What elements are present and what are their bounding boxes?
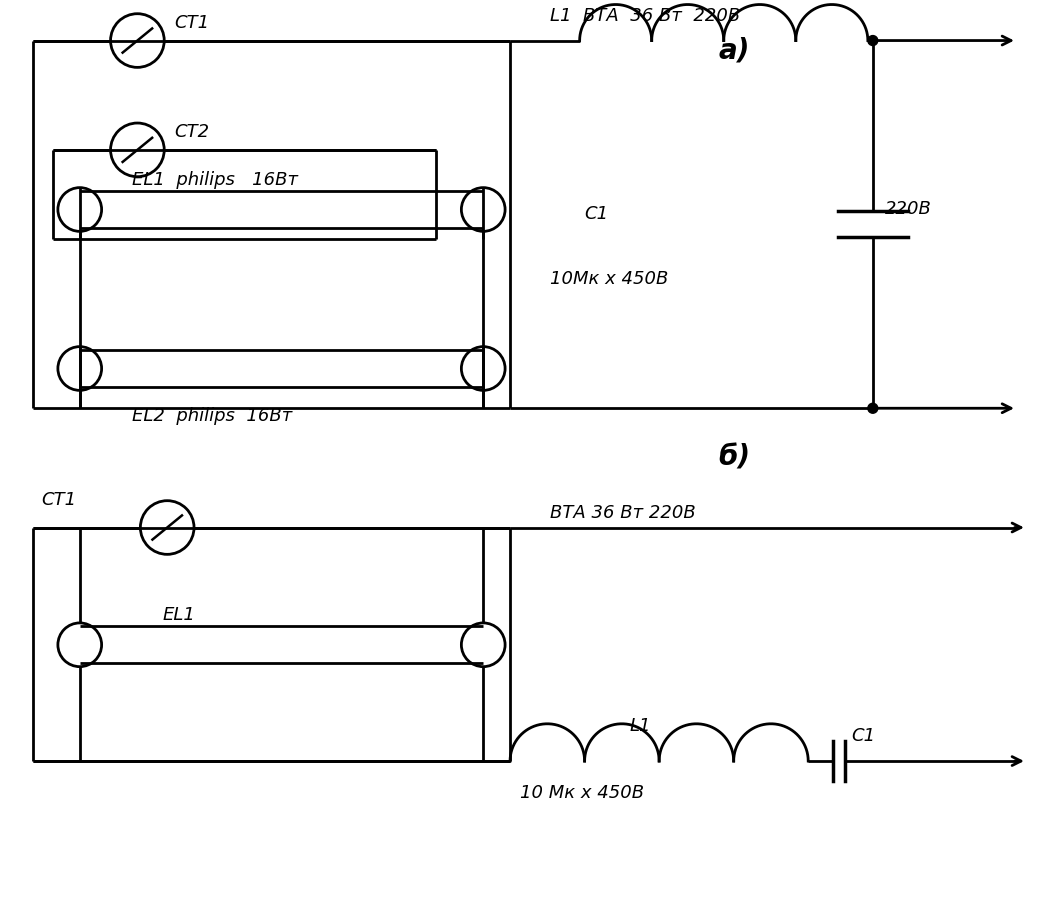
Text: L1  ВТА  36 Вт  220В: L1 ВТА 36 Вт 220В <box>550 6 740 25</box>
Text: 220В: 220В <box>885 200 932 218</box>
Text: СТ1: СТ1 <box>174 13 209 31</box>
Text: 10 Мк х 450В: 10 Мк х 450В <box>520 784 644 802</box>
Circle shape <box>868 36 877 46</box>
Text: L1: L1 <box>629 718 651 735</box>
Circle shape <box>868 403 877 413</box>
Text: СТ2: СТ2 <box>174 123 209 141</box>
Text: С1: С1 <box>851 727 875 745</box>
Text: EL1: EL1 <box>163 606 195 624</box>
Text: С1: С1 <box>585 206 609 224</box>
Text: а): а) <box>719 37 750 65</box>
Text: ВТА 36 Вт 220В: ВТА 36 Вт 220В <box>550 504 696 522</box>
Text: СТ1: СТ1 <box>41 490 76 508</box>
Text: EL2  philips  16Вт: EL2 philips 16Вт <box>132 407 293 426</box>
Text: EL1  philips   16Вт: EL1 philips 16Вт <box>132 171 298 189</box>
Text: 10Мк х 450В: 10Мк х 450В <box>550 270 668 288</box>
Text: б): б) <box>719 444 751 472</box>
